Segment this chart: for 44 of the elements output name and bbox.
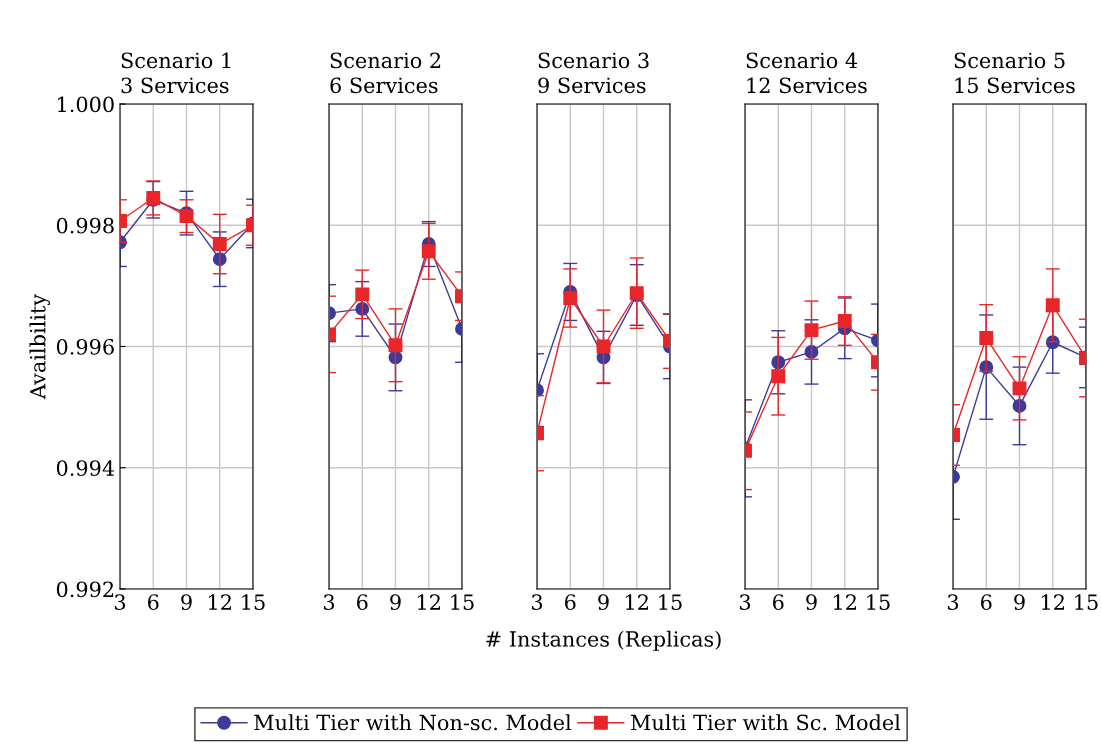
y-tick-label: 0.994 [56, 460, 115, 476]
x-tick-label: 6 [357, 594, 368, 610]
x-tick-label: 3 [323, 594, 335, 610]
x-tick-label: 9 [390, 594, 401, 610]
y-tick-label: 0.998 [56, 217, 114, 234]
x-tick-label: 9 [598, 594, 609, 610]
y-tick-label: 0.996 [56, 338, 114, 355]
x-axis-title: # Instances (Replicas) [486, 630, 721, 651]
x-tick-label: 12 [626, 594, 648, 610]
chart-title: Scenario 4 [746, 52, 858, 69]
x-tick-label: 15 [1075, 594, 1098, 610]
y-tick-label: 0.992 [56, 581, 114, 598]
chart-title: Scenario 5 [954, 52, 1065, 69]
x-tick-label: 9 [1014, 594, 1025, 610]
chart-subtitle: 6 Services [330, 77, 438, 94]
x-tick-label: 15 [867, 594, 890, 610]
x-tick-label: 6 [981, 594, 992, 610]
chart-subtitle: 9 Services [538, 77, 646, 94]
chart-subtitle: 15 Services [955, 77, 1075, 94]
x-tick-label: 12 [1042, 594, 1064, 610]
x-tick-label: 3 [114, 594, 126, 610]
x-tick-label: 3 [947, 594, 959, 610]
x-tick-label: 6 [773, 594, 784, 610]
x-tick-label: 15 [242, 594, 265, 610]
x-tick-label: 12 [209, 594, 231, 610]
legend-label: Multi Tier with Sc. Model [631, 714, 901, 731]
legend-label: Multi Tier with Non-sc. Model [254, 714, 572, 731]
chart-subtitle: 3 Services [121, 77, 229, 94]
chart-title: Scenario 3 [538, 52, 649, 69]
x-tick-label: 6 [148, 594, 159, 610]
x-tick-label: 3 [531, 594, 543, 610]
x-tick-label: 15 [451, 594, 474, 610]
x-tick-label: 9 [806, 594, 817, 610]
y-axis-title: Availbility [29, 293, 50, 400]
x-tick-label: 15 [659, 594, 682, 610]
x-tick-label: 12 [418, 594, 440, 610]
chart-title: Scenario 2 [330, 52, 441, 69]
y-tick-label: 1.000 [58, 96, 114, 113]
x-tick-label: 12 [834, 594, 856, 610]
chart-title: Scenario 1 [121, 52, 231, 69]
x-tick-label: 9 [181, 594, 192, 610]
chart-subtitle: 12 Services [747, 77, 867, 94]
x-tick-label: 3 [739, 594, 751, 610]
x-tick-label: 6 [565, 594, 576, 610]
